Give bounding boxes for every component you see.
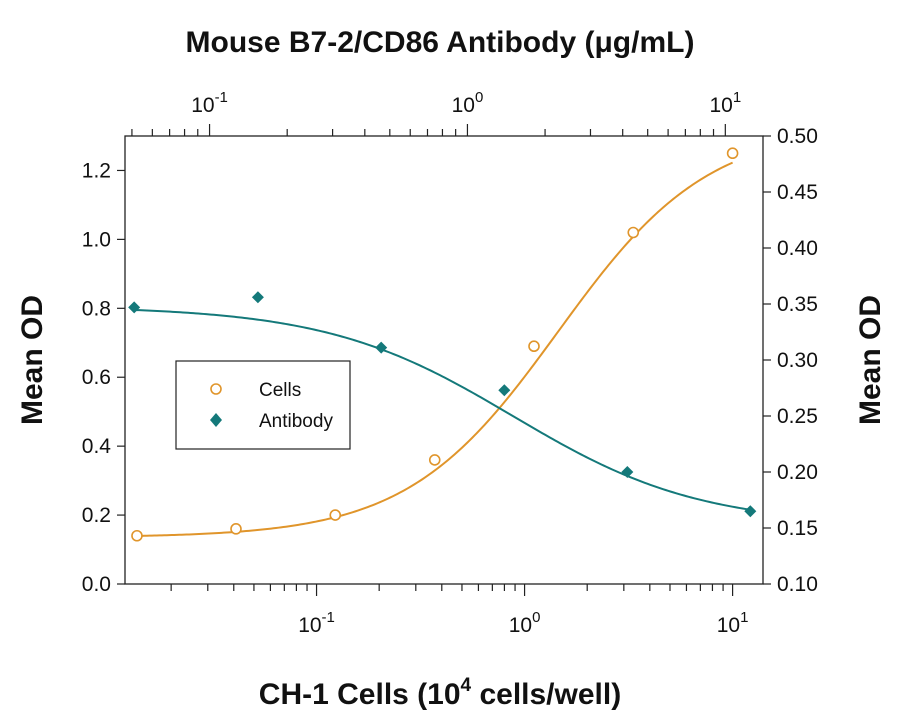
fit-curves bbox=[134, 161, 751, 537]
point-antibody bbox=[621, 466, 634, 478]
fit-curve-cells bbox=[136, 161, 734, 537]
x-tick-base: 10 bbox=[509, 614, 532, 637]
left-y-axis: 0.0 0.2 0.4 0.6 0.8 1.0 1.2 bbox=[82, 159, 125, 596]
left-y-tick-label: 0.0 bbox=[82, 573, 111, 596]
x-tick-exp: 1 bbox=[740, 609, 748, 626]
legend: Cells Antibody bbox=[175, 360, 351, 450]
legend-antibody-marker bbox=[210, 413, 222, 427]
point-antibody bbox=[128, 301, 141, 314]
point-cells bbox=[230, 523, 242, 535]
left-y-tick-label: 0.6 bbox=[82, 366, 111, 389]
legend-antibody-label: Antibody bbox=[259, 411, 333, 432]
right-y-tick-label: 0.10 bbox=[777, 573, 818, 596]
right-y-tick-label: 0.30 bbox=[777, 349, 818, 372]
point-cells bbox=[428, 454, 441, 466]
point-cells bbox=[726, 147, 739, 160]
top-x-tick-label: 100 bbox=[452, 89, 484, 117]
x-axis-title-prefix: CH-1 Cells (10 bbox=[259, 678, 461, 711]
top-x-tick-label: 101 bbox=[709, 89, 741, 117]
y-axis-title-right: Mean OD bbox=[854, 295, 887, 425]
x-tick-label: 101 bbox=[717, 609, 749, 637]
top-x-tick-base: 10 bbox=[452, 94, 475, 117]
x-axis-title-suffix: cells/well) bbox=[471, 678, 621, 711]
point-cells bbox=[329, 509, 342, 521]
point-cells bbox=[131, 529, 143, 542]
fit-curve-antibody bbox=[134, 308, 751, 511]
x-axis-title: CH-1 Cells (104 cells/well) bbox=[259, 675, 621, 711]
left-y-tick-label: 1.0 bbox=[82, 228, 111, 251]
point-antibody bbox=[498, 384, 511, 397]
legend-cells-marker bbox=[210, 383, 222, 395]
right-y-axis: 0.10 0.15 0.20 0.25 0.30 0.35 0.40 0.45 0.50 bbox=[763, 125, 818, 596]
point-antibody bbox=[744, 505, 757, 518]
x-tick-label: 10-1 bbox=[298, 609, 335, 637]
point-cells bbox=[528, 340, 540, 353]
top-x-tick-exp: -1 bbox=[215, 89, 228, 106]
x-tick-base: 10 bbox=[298, 614, 321, 637]
top-x-axis: 10-1 100 101 bbox=[131, 89, 741, 136]
point-cells bbox=[627, 226, 640, 239]
data-markers bbox=[128, 147, 757, 542]
left-y-tick-label: 0.8 bbox=[82, 297, 111, 320]
bottom-x-axis: 10-1 100 101 bbox=[170, 584, 749, 637]
chart-title: Mouse B7-2/CD86 Antibody (μg/mL) bbox=[186, 26, 695, 59]
right-y-tick-label: 0.25 bbox=[777, 405, 818, 428]
right-y-tick-label: 0.45 bbox=[777, 181, 818, 204]
left-y-tick-label: 1.2 bbox=[82, 159, 111, 182]
right-y-tick-label: 0.35 bbox=[777, 293, 818, 316]
top-x-tick-exp: 0 bbox=[475, 89, 483, 106]
legend-cells-label: Cells bbox=[259, 380, 301, 401]
right-y-tick-label: 0.50 bbox=[777, 125, 818, 148]
x-tick-exp: 0 bbox=[532, 609, 540, 626]
left-y-tick-label: 0.4 bbox=[82, 435, 112, 458]
legend-box bbox=[175, 360, 351, 450]
x-tick-exp: -1 bbox=[322, 609, 335, 626]
top-x-tick-base: 10 bbox=[709, 94, 732, 117]
top-x-tick-exp: 1 bbox=[733, 89, 741, 106]
x-tick-base: 10 bbox=[717, 614, 740, 637]
point-antibody bbox=[375, 341, 388, 354]
point-antibody bbox=[251, 291, 264, 304]
y-axis-title-left: Mean OD bbox=[16, 295, 49, 425]
right-y-tick-label: 0.40 bbox=[777, 237, 818, 260]
right-y-tick-label: 0.15 bbox=[777, 517, 818, 540]
right-y-tick-label: 0.20 bbox=[777, 461, 818, 484]
x-tick-label: 100 bbox=[509, 609, 541, 637]
top-x-tick-base: 10 bbox=[191, 94, 214, 117]
x-axis-title-exp: 4 bbox=[461, 675, 472, 696]
top-x-tick-label: 10-1 bbox=[191, 89, 228, 117]
left-y-tick-label: 0.2 bbox=[82, 504, 111, 527]
